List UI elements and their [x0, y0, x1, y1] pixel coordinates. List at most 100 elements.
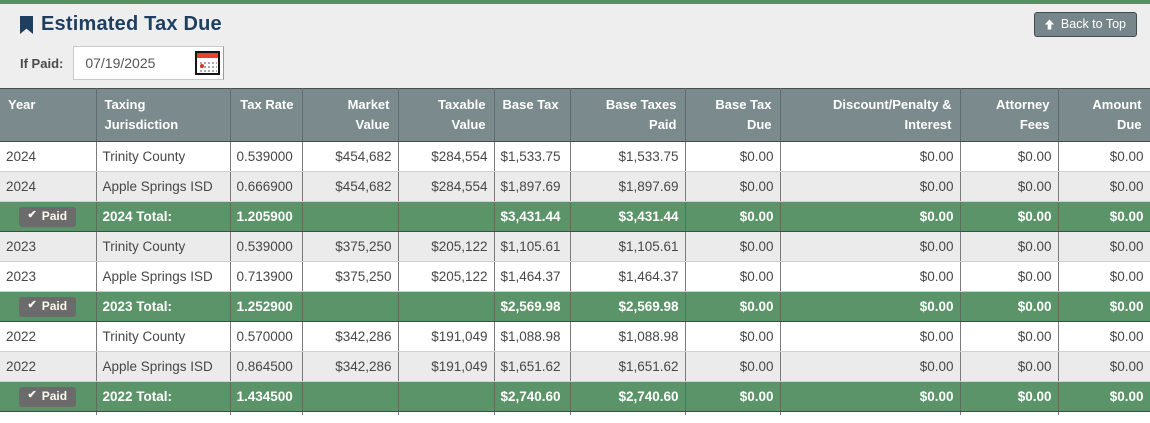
cell-amount_due: $0.00 [1058, 351, 1150, 382]
cell-attorney_fees: $0.00 [960, 321, 1059, 352]
check-icon: ✔ [27, 209, 37, 222]
cell-tax_rate: 0.539000 [230, 141, 303, 172]
paid-badge: ✔ Paid [19, 386, 77, 407]
table-row: 2024 Trinity County 0.539000 $454,682 $284,5… [0, 141, 1150, 172]
partial-cell [96, 411, 231, 415]
table-row: 2023 Trinity County 0.539000 $375,250 $205,1… [0, 231, 1150, 262]
partial-cell [1058, 411, 1150, 415]
cell-jurisdiction: Apple Springs ISD [96, 351, 231, 382]
bookmark-icon [20, 16, 33, 34]
cell-tax_rate: 0.539000 [230, 231, 303, 262]
cell-year: 2022 [0, 351, 97, 382]
cell-amount_due: $0.00 [1058, 141, 1150, 172]
column-header-discount_penalty_interest: Discount/Penalty & Interest [780, 88, 961, 142]
cell-year: 2023 [0, 231, 97, 262]
cell-tax_rate: 0.864500 [230, 351, 303, 382]
cell-base_taxes_paid: $1,088.98 [570, 321, 686, 352]
cell-jurisdiction: Trinity County [96, 321, 231, 352]
cell-year: 2023 [0, 261, 97, 292]
cell-base_tax: $1,897.69 [494, 171, 571, 202]
column-header-amount_due: Amount Due [1058, 88, 1150, 142]
cell-market_value: $454,682 [302, 141, 399, 172]
cell-jurisdiction: Apple Springs ISD [96, 171, 231, 202]
partial-cell [494, 411, 571, 415]
cell-tax_rate: 0.570000 [230, 321, 303, 352]
cell-jurisdiction: 2023 Total: [96, 291, 231, 322]
cell-discount_penalty_interest: $0.00 [780, 201, 961, 232]
cell-year: ✔ Paid [0, 201, 97, 232]
if-paid-label: If Paid: [20, 55, 64, 71]
cell-base_tax: $2,740.60 [494, 381, 571, 412]
cell-market_value [302, 381, 399, 412]
cell-jurisdiction: Trinity County [96, 141, 231, 172]
cell-jurisdiction: Trinity County [96, 231, 231, 262]
cell-base_tax_due: $0.00 [685, 351, 781, 382]
cell-base_tax_due: $0.00 [685, 201, 781, 232]
partial-cell [230, 411, 303, 415]
cell-discount_penalty_interest: $0.00 [780, 351, 961, 382]
cell-market_value: $375,250 [302, 261, 399, 292]
cell-base_tax: $1,651.62 [494, 351, 571, 382]
cell-year: ✔ Paid [0, 291, 97, 322]
cell-amount_due: $0.00 [1058, 201, 1150, 232]
partial-cell [960, 411, 1059, 415]
cell-attorney_fees: $0.00 [960, 291, 1059, 322]
cell-market_value [302, 201, 399, 232]
cell-attorney_fees: $0.00 [960, 381, 1059, 412]
partial-cell [0, 411, 97, 415]
partial-cell [398, 411, 495, 415]
cell-base_tax_due: $0.00 [685, 291, 781, 322]
table-row: 2023 Apple Springs ISD 0.713900 $375,250 $20… [0, 261, 1150, 292]
column-header-jurisdiction: Taxing Jurisdiction [96, 88, 231, 142]
tax-table-header: Year Taxing Jurisdiction Tax Rate Market Va… [0, 88, 1150, 142]
cell-discount_penalty_interest: $0.00 [780, 231, 961, 262]
partial-cell [685, 411, 781, 415]
cell-base_taxes_paid: $2,740.60 [570, 381, 686, 412]
partial-cell [780, 411, 961, 415]
partial-cell [570, 411, 686, 415]
cell-amount_due: $0.00 [1058, 171, 1150, 202]
header-row: Year Taxing Jurisdiction Tax Rate Market Va… [0, 88, 1150, 142]
cell-base_tax: $1,464.37 [494, 261, 571, 292]
column-header-base_tax: Base Tax [494, 88, 571, 142]
cell-tax_rate: 0.666900 [230, 171, 303, 202]
cell-taxable_value: $284,554 [398, 141, 495, 172]
top-accent-bar [0, 0, 1150, 4]
column-header-base_taxes_paid: Base Taxes Paid [570, 88, 686, 142]
calendar-red-dot [200, 64, 205, 68]
date-field-wrapper [73, 46, 225, 80]
panel-header: Estimated Tax Due Back to Top If Paid: [0, 4, 1150, 88]
cell-attorney_fees: $0.00 [960, 231, 1059, 262]
calendar-icon[interactable] [195, 51, 221, 75]
cell-jurisdiction: 2022 Total: [96, 381, 231, 412]
back-to-top-button[interactable]: Back to Top [1033, 12, 1137, 37]
column-header-base_tax_due: Base Tax Due [685, 88, 781, 142]
paid-badge-label: Paid [41, 298, 68, 313]
cell-base_tax_due: $0.00 [685, 231, 781, 262]
cell-base_tax_due: $0.00 [685, 171, 781, 202]
cell-amount_due: $0.00 [1058, 231, 1150, 262]
tax-table: Year Taxing Jurisdiction Tax Rate Market Va… [0, 88, 1150, 415]
cell-market_value: $454,682 [302, 171, 399, 202]
table-row: 2022 Apple Springs ISD 0.864500 $342,286 $19… [0, 351, 1150, 382]
cell-year: 2024 [0, 141, 97, 172]
cell-attorney_fees: $0.00 [960, 261, 1059, 292]
cell-base_tax_due: $0.00 [685, 261, 781, 292]
cell-taxable_value: $284,554 [398, 171, 495, 202]
cell-taxable_value: $205,122 [398, 261, 495, 292]
cell-base_taxes_paid: $1,105.61 [570, 231, 686, 262]
if-paid-date-input[interactable] [74, 55, 187, 71]
cell-market_value: $342,286 [302, 321, 399, 352]
cell-tax_rate: 0.713900 [230, 261, 303, 292]
cell-discount_penalty_interest: $0.00 [780, 141, 961, 172]
total-row: ✔ Paid 2022 Total: 1.434500 $2,740.60 $2,740.… [0, 381, 1150, 412]
check-icon: ✔ [27, 389, 37, 402]
cell-attorney_fees: $0.00 [960, 141, 1059, 172]
total-row: ✔ Paid 2023 Total: 1.252900 $2,569.98 $2,569.… [0, 291, 1150, 322]
column-header-tax_rate: Tax Rate [230, 88, 303, 142]
back-to-top-label: Back to Top [1060, 17, 1126, 31]
cell-taxable_value [398, 381, 495, 412]
check-icon: ✔ [27, 299, 37, 312]
cell-base_taxes_paid: $1,897.69 [570, 171, 686, 202]
